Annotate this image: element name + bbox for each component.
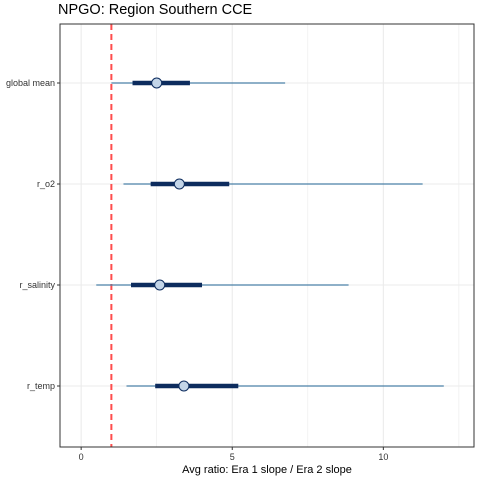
intervals bbox=[96, 77, 444, 392]
x-axis-label: Avg ratio: Era 1 slope / Era 2 slope bbox=[182, 464, 352, 476]
median-point bbox=[178, 380, 190, 392]
interval-r_salinity bbox=[96, 279, 349, 291]
median-point bbox=[154, 279, 166, 291]
grid-lines bbox=[60, 24, 474, 447]
median-point bbox=[173, 178, 185, 190]
interval-r_o2 bbox=[123, 178, 423, 190]
x-tick-label: 5 bbox=[230, 452, 235, 462]
y-tick-label: r_o2 bbox=[37, 179, 55, 189]
interval-global-mean bbox=[111, 77, 286, 89]
panel-border bbox=[59, 23, 475, 448]
y-tick-label: global mean bbox=[6, 78, 55, 88]
y-tick-labels: global mean r_o2 r_salinity r_temp bbox=[6, 78, 60, 391]
x-tick-label: 0 bbox=[79, 452, 84, 462]
y-tick-label: r_salinity bbox=[19, 280, 55, 290]
interval-r_temp bbox=[126, 380, 444, 392]
median-point bbox=[151, 77, 163, 89]
y-tick-label: r_temp bbox=[27, 381, 55, 391]
x-tick-labels: 0 5 10 bbox=[79, 447, 388, 462]
chart-title: NPGO: Region Southern CCE bbox=[58, 2, 253, 18]
x-tick-label: 10 bbox=[378, 452, 388, 462]
